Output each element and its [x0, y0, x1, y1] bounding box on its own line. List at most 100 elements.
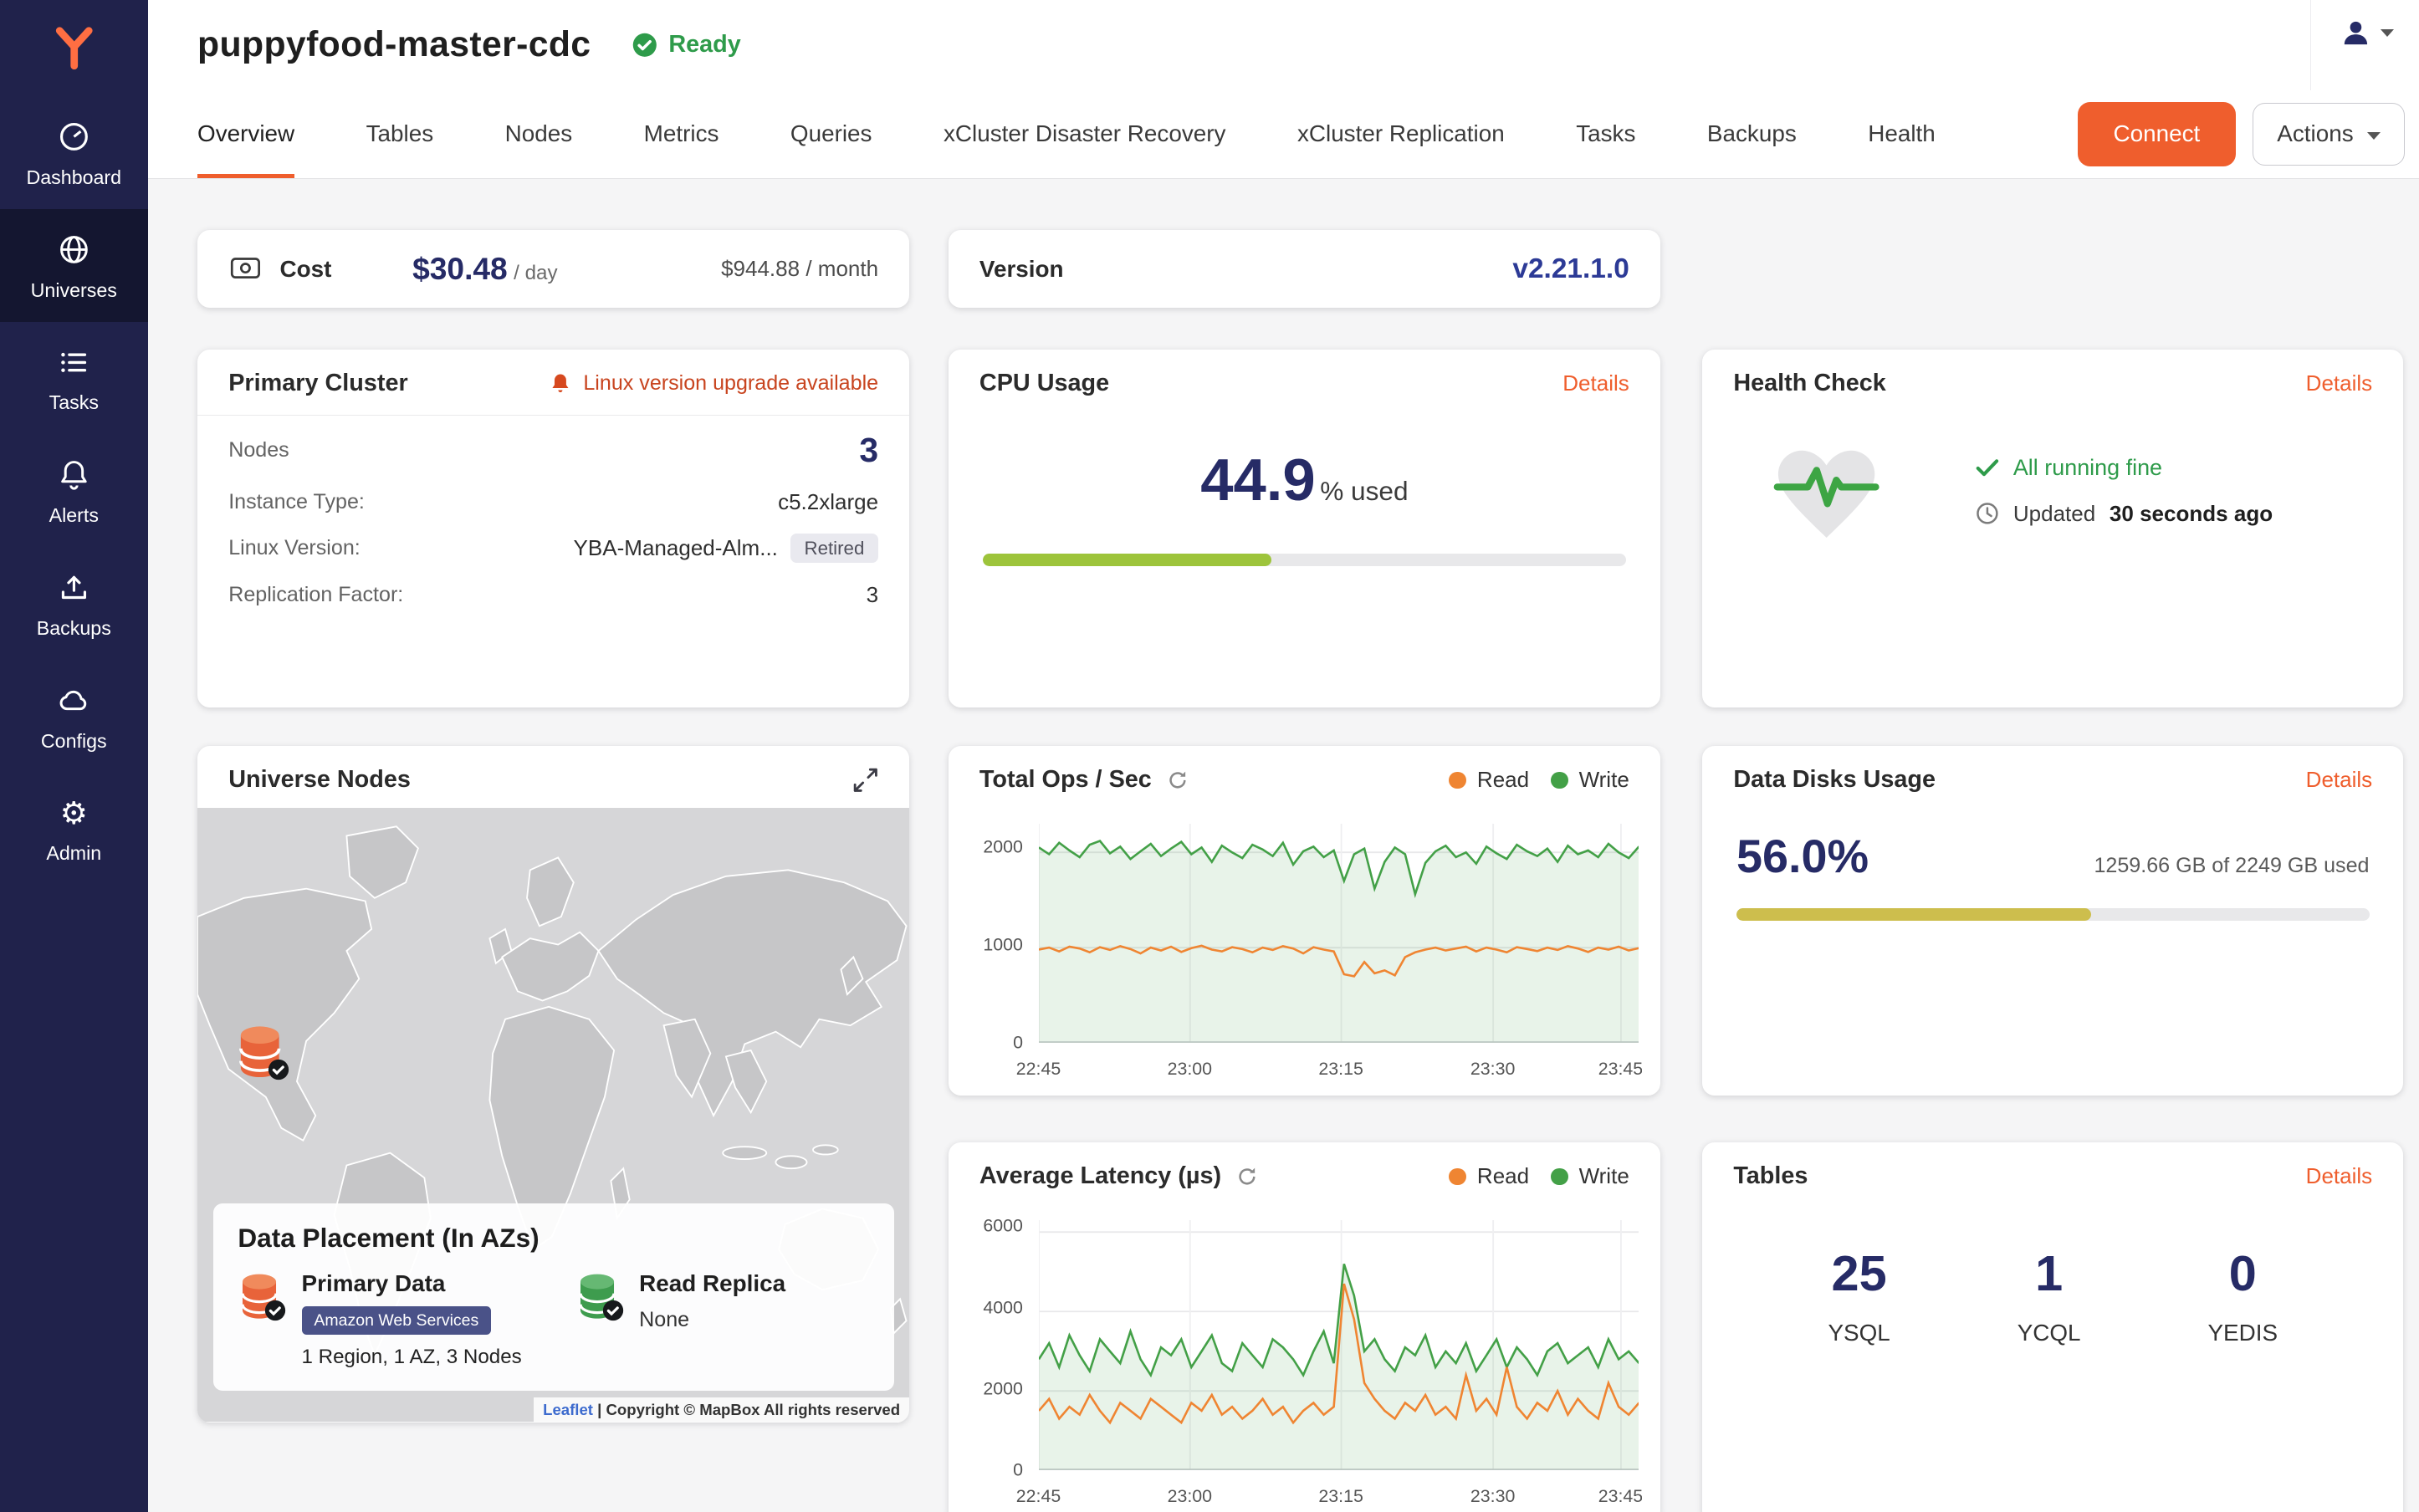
yedis-count-value: 0: [2228, 1245, 2257, 1302]
ops-chart[interactable]: 2000 1000 0 22:45 23:00 23:15 23:30 23:45: [970, 818, 1642, 1080]
ops-plot: [1038, 824, 1639, 1044]
data-disks-title: Data Disks Usage: [1733, 766, 1936, 794]
topbar: puppyfood-master-cdc Ready: [147, 0, 2419, 90]
cpu-usage-value: 44.9: [1200, 446, 1316, 513]
yedis-count: 0 YEDIS: [2207, 1244, 2278, 1346]
page-title: puppyfood-master-cdc: [197, 24, 591, 65]
x-tick-label: 23:30: [1470, 1058, 1516, 1079]
sidebar-item-label: Alerts: [49, 504, 99, 527]
tab-tasks[interactable]: Tasks: [1576, 120, 1636, 146]
primary-data-block: Primary Data Amazon Web Services 1 Regio…: [238, 1270, 575, 1369]
tab-xcluster-replication[interactable]: xCluster Replication: [1296, 120, 1505, 146]
y-tick-label: 6000: [983, 1215, 1023, 1236]
map-attribution-text: | Copyright © MapBox All rights reserved: [597, 1400, 901, 1418]
legend-read-label: Read: [1476, 1163, 1530, 1189]
sidebar-item-backups[interactable]: Backups: [0, 547, 148, 660]
write-dot-icon: [1551, 771, 1568, 789]
health-status-row: All running fine: [1976, 455, 2273, 481]
primary-database-icon: [238, 1270, 286, 1323]
sidebar-item-admin[interactable]: ⚙ Admin: [0, 773, 148, 886]
legend-read: Read: [1449, 1163, 1529, 1189]
replication-factor-value: 3: [866, 581, 879, 607]
cost-daily: $30.48 / day: [412, 251, 557, 287]
health-details-link[interactable]: Details: [2305, 370, 2373, 396]
provider-badge: Amazon Web Services: [301, 1306, 492, 1336]
tab-health[interactable]: Health: [1868, 120, 1936, 146]
tab-queries[interactable]: Queries: [790, 120, 872, 146]
y-tick-label: 2000: [983, 836, 1023, 857]
connect-button[interactable]: Connect: [2077, 101, 2236, 166]
world-map[interactable]: Data Placement (In AZs) Primary Data Ama…: [197, 808, 910, 1423]
latency-y-axis: 6000 4000 2000 0: [970, 1214, 1032, 1480]
refresh-icon[interactable]: [1166, 769, 1189, 792]
cluster-row-linux-version: Linux Version: YBA-Managed-Alm... Retire…: [197, 533, 909, 564]
sidebar-item-configs[interactable]: Configs: [0, 660, 148, 773]
expand-icon[interactable]: [852, 767, 879, 794]
refresh-icon[interactable]: [1235, 1165, 1259, 1188]
sidebar-item-label: Dashboard: [26, 166, 122, 188]
tab-xcluster-disaster-recovery[interactable]: xCluster Disaster Recovery: [943, 120, 1226, 146]
version-card: Version v2.21.1.0: [948, 230, 1660, 308]
status-text: Ready: [668, 31, 741, 59]
tab-tables[interactable]: Tables: [366, 120, 434, 146]
cost-daily-unit: / day: [514, 262, 558, 285]
y-tick-label: 4000: [983, 1297, 1023, 1317]
primary-data-detail: 1 Region, 1 AZ, 3 Nodes: [301, 1346, 522, 1369]
tables-card: Tables Details 25 YSQL 1 YCQL 0 YEDIS: [1702, 1142, 2404, 1512]
data-placement-panel: Data Placement (In AZs) Primary Data Ama…: [212, 1203, 894, 1392]
tabbar: Overview Tables Nodes Metrics Queries xC…: [147, 89, 2419, 179]
nodes-label: Nodes: [228, 438, 289, 462]
dashboard-icon: [57, 120, 91, 154]
cpu-usage-title: CPU Usage: [979, 370, 1110, 397]
latency-legend: Read Write: [1449, 1163, 1629, 1189]
read-replica-value: None: [639, 1308, 690, 1332]
y-tick-label: 0: [1013, 1459, 1023, 1480]
latency-chart[interactable]: 6000 4000 2000 0 22:45 23:00 23:15 23:30 23:45: [970, 1214, 1641, 1508]
primary-data-map-marker[interactable]: [235, 1023, 289, 1082]
y-tick-label: 2000: [983, 1378, 1023, 1399]
disks-details-link[interactable]: Details: [2305, 767, 2373, 793]
tables-details-link[interactable]: Details: [2305, 1163, 2373, 1189]
sidebar-item-dashboard[interactable]: Dashboard: [0, 96, 148, 209]
cluster-row-nodes: Nodes 3: [197, 431, 909, 470]
cpu-details-link[interactable]: Details: [1562, 370, 1629, 396]
legend-write: Write: [1551, 767, 1629, 793]
health-updated-value: 30 seconds ago: [2109, 500, 2273, 526]
cpu-usage-card: CPU Usage Details 44.9% used: [948, 350, 1660, 707]
nodes-value: 3: [859, 431, 879, 470]
sidebar: Dashboard Universes Tasks Alerts Backups: [0, 0, 148, 1512]
user-menu[interactable]: [2309, 0, 2419, 90]
ops-x-axis: 22:45 23:00 23:15 23:30 23:45: [1016, 1052, 1642, 1080]
sidebar-item-tasks[interactable]: Tasks: [0, 322, 148, 435]
admin-gear-icon: ⚙: [59, 794, 88, 830]
cpu-usage-bar: [982, 554, 1627, 567]
cpu-usage-bar-fill: [982, 554, 1272, 567]
health-check-title: Health Check: [1733, 370, 1886, 397]
replica-database-icon: [575, 1270, 623, 1323]
linux-upgrade-notice[interactable]: Linux version upgrade available: [549, 371, 878, 396]
disks-usage-value: 56.0%: [1736, 830, 1869, 883]
ops-legend: Read Write: [1449, 767, 1629, 793]
tab-backups[interactable]: Backups: [1706, 120, 1797, 146]
ycql-count-value: 1: [2035, 1245, 2064, 1302]
map-attribution: Leaflet | Copyright © MapBox All rights …: [533, 1397, 910, 1423]
yugabyte-logo[interactable]: [0, 0, 148, 96]
total-ops-card: Total Ops / Sec Read Write 2000 1000 0 22:…: [948, 746, 1660, 1096]
y-tick-label: 1000: [983, 934, 1023, 955]
x-tick-label: 23:45: [1598, 1058, 1642, 1079]
user-icon: [2344, 21, 2368, 44]
tab-metrics[interactable]: Metrics: [643, 120, 719, 146]
latency-plot: [1038, 1220, 1639, 1471]
x-tick-label: 23:15: [1318, 1058, 1363, 1079]
alerts-bell-icon: [57, 457, 91, 492]
actions-button[interactable]: Actions: [2253, 102, 2406, 166]
tab-overview[interactable]: Overview: [197, 90, 295, 178]
sidebar-item-universes[interactable]: Universes: [0, 208, 148, 322]
tab-nodes[interactable]: Nodes: [504, 120, 573, 146]
read-dot-icon: [1449, 771, 1466, 789]
cost-daily-value: $30.48: [412, 251, 508, 287]
sidebar-item-alerts[interactable]: Alerts: [0, 435, 148, 548]
leaflet-link[interactable]: Leaflet: [543, 1400, 593, 1418]
cluster-row-instance-type: Instance Type: c5.2xlarge: [197, 489, 909, 515]
ops-y-axis: 2000 1000 0: [970, 818, 1032, 1052]
